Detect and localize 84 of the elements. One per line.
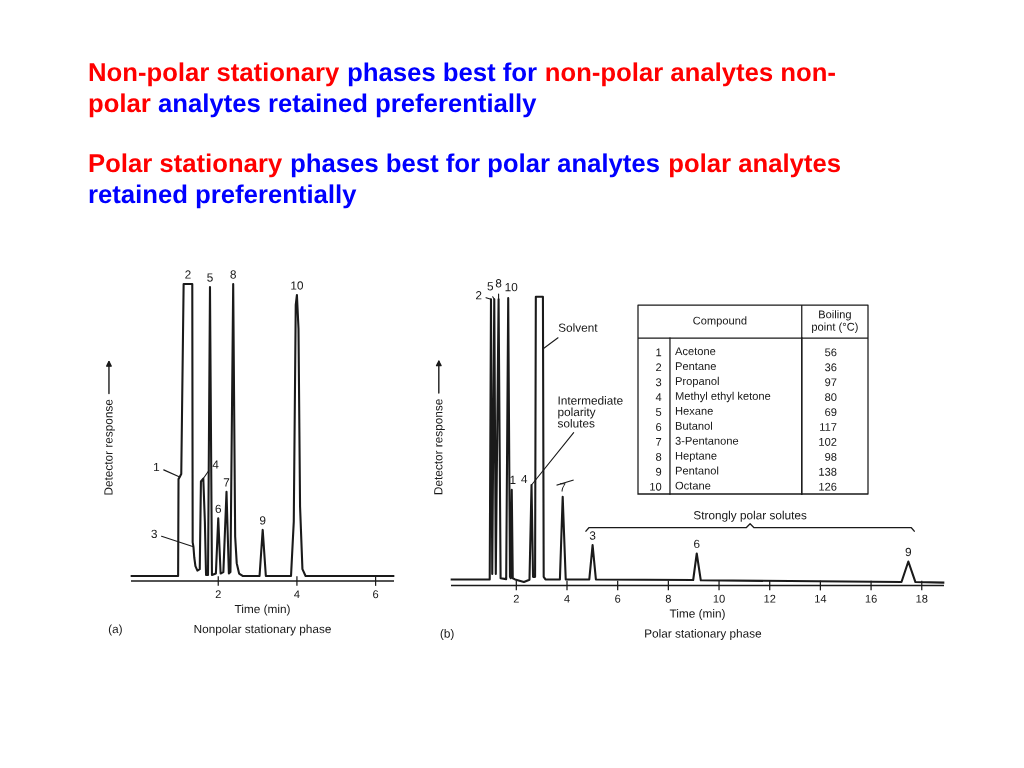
- y2-tick-label: 117: [820, 423, 837, 431]
- y-tick-label: 1: [656, 348, 662, 357]
- x-tick-label: 16: [865, 594, 877, 603]
- y2-tick-label: 98: [825, 452, 837, 461]
- text: phases best for polar analytes: [291, 153, 659, 178]
- y2-tick-label: 36: [825, 363, 837, 372]
- text: Hexane: [675, 407, 713, 415]
- annotation: Strongly polar solutes: [693, 510, 807, 522]
- text: non-polar analytes non-: [546, 62, 835, 87]
- text: analytes retained preferentially: [158, 93, 537, 118]
- annotation: 1: [154, 462, 160, 472]
- y-tick-label: 10: [650, 482, 662, 491]
- y-axis-title: Detector response: [104, 399, 115, 495]
- annotation: 8: [495, 279, 502, 288]
- annotation: 2: [476, 291, 482, 300]
- annotation: 1: [510, 475, 516, 484]
- y2-axis-title: Boiling point (°C): [812, 310, 858, 333]
- text: Octane: [675, 481, 711, 490]
- x-tick-label: 6: [373, 590, 379, 599]
- text: 3-Pentanone: [675, 436, 739, 445]
- y2-tick-label: 69: [825, 408, 837, 417]
- annotation: 4: [521, 474, 528, 484]
- x-axis-title: Time (min): [669, 609, 725, 621]
- x-tick-label: 4: [564, 594, 570, 603]
- y-tick-label: 6: [656, 423, 662, 431]
- text: Pentane: [675, 362, 716, 371]
- x-tick-label: 14: [815, 594, 827, 603]
- annotation: Intermediate polarity solutes: [557, 396, 623, 428]
- x-tick-label: 10: [713, 594, 725, 603]
- annotation: 10: [505, 282, 518, 292]
- y-tick-label: 4: [655, 393, 662, 401]
- annotation: 3: [151, 529, 157, 539]
- annotation: 6: [215, 504, 222, 513]
- y-tick-label: 8: [655, 452, 662, 461]
- annotation: 8: [230, 270, 236, 279]
- y2-tick-label: 102: [819, 438, 837, 446]
- annotation: 9: [905, 547, 912, 557]
- annotation: 7: [560, 483, 566, 492]
- y2-tick-label: 97: [825, 378, 837, 387]
- annotation: 5: [487, 282, 494, 291]
- text: Methyl ethyl ketone: [675, 391, 771, 403]
- x-tick-label: 6: [615, 594, 621, 603]
- text: phases best for: [348, 62, 537, 87]
- y-tick-label: 3: [655, 378, 662, 387]
- y-axis-title: Detector response: [434, 399, 445, 495]
- x-tick-label: 2: [513, 594, 519, 603]
- annotation: Solvent: [558, 323, 598, 332]
- text: polar analytes: [669, 153, 840, 178]
- text: retained preferentially: [89, 184, 357, 209]
- annotation: 9: [259, 516, 266, 525]
- y2-tick-label: 80: [825, 393, 837, 402]
- annotation: 7: [223, 478, 230, 487]
- y-tick-label: 5: [655, 408, 662, 417]
- text: Propanol: [675, 376, 719, 388]
- x-tick-label: 18: [916, 594, 928, 603]
- x-tick-label: Compound: [693, 316, 747, 327]
- x-tick-label: 12: [764, 594, 776, 603]
- y2-tick-label: 126: [819, 482, 837, 491]
- text: Heptane: [675, 451, 717, 462]
- text: Butanol: [675, 421, 712, 430]
- text: polar: [89, 93, 151, 118]
- annotation: 2: [185, 270, 191, 279]
- y-tick-label: 7: [656, 438, 662, 446]
- annotation: 10: [291, 281, 304, 290]
- y2-tick-label: 56: [825, 348, 837, 357]
- x-axis-title: Time (min): [234, 604, 290, 616]
- annotation: 6: [694, 539, 700, 549]
- annotation: 3: [589, 531, 596, 540]
- text: Polar stationary: [89, 153, 283, 178]
- x-tick-label: 8: [665, 594, 671, 603]
- text: Acetone: [675, 347, 716, 356]
- text: (b): [440, 629, 454, 640]
- text: (a): [108, 624, 122, 636]
- y2-tick-label: 138: [819, 467, 837, 476]
- y-tick-label: 2: [656, 363, 662, 372]
- text: Non-polar stationary: [89, 62, 340, 87]
- x-tick-label: 2: [215, 590, 221, 599]
- x-tick-label: 4: [294, 590, 300, 599]
- text: Polar stationary phase: [645, 629, 762, 640]
- text: Nonpolar stationary phase: [194, 624, 331, 636]
- text: Pentanol: [675, 466, 719, 475]
- y-tick-label: 9: [656, 467, 662, 476]
- annotation: 4: [212, 460, 219, 469]
- annotation: 5: [207, 273, 213, 282]
